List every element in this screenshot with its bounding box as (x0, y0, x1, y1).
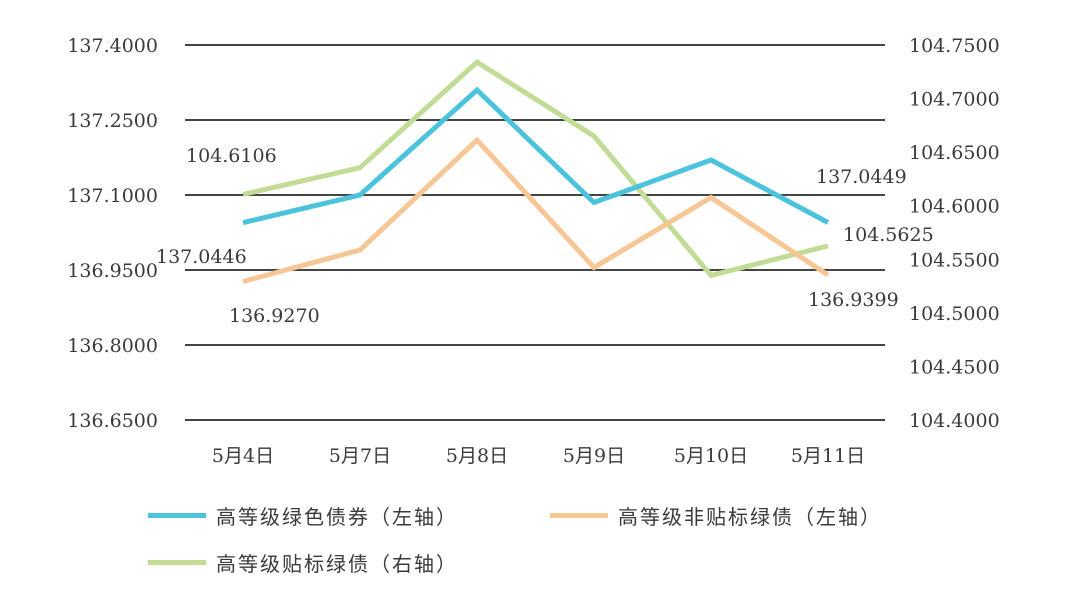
right-axis-ticks: 104.7500 104.7000 104.6500 104.6000 104.5500… (909, 35, 1000, 432)
annotation-start-right-series: 104.6106 (186, 145, 277, 167)
x-tick-label: 5月11日 (791, 445, 865, 467)
left-tick-label: 136.6500 (67, 410, 158, 432)
left-tick-label: 136.9500 (67, 260, 158, 282)
legend-swatch-blue (148, 513, 206, 518)
series-line-0 (242, 86, 830, 226)
legend-label: 高等级绿色债券（左轴） (216, 505, 458, 529)
annotation-end-left-series: 137.0449 (816, 166, 907, 188)
right-tick-label: 104.4500 (909, 356, 1000, 378)
right-tick-label: 104.7000 (909, 89, 1000, 111)
right-tick-label: 104.4000 (909, 410, 1000, 432)
series-line-1 (242, 136, 830, 284)
left-tick-label: 137.4000 (67, 35, 158, 57)
legend-item-labeled-green-bonds: 高等级贴标绿债（右轴） (148, 548, 458, 577)
annotation-start-orange-series: 136.9270 (229, 305, 320, 327)
legend-item-green-bonds: 高等级绿色债券（左轴） (148, 501, 458, 530)
left-tick-label: 136.8000 (67, 335, 158, 357)
x-tick-label: 5月9日 (563, 445, 625, 467)
series-lines (242, 58, 830, 284)
legend-item-unlabeled-green-bonds: 高等级非贴标绿债（左轴） (550, 501, 882, 530)
left-axis-ticks: 137.4000 137.2500 137.1000 136.9500 136.8000… (67, 35, 158, 432)
left-tick-label: 137.1000 (67, 185, 158, 207)
annotation-start-left-series: 137.0446 (156, 246, 247, 268)
right-tick-label: 104.5000 (909, 303, 1000, 325)
right-tick-label: 104.5500 (909, 249, 1000, 271)
gridlines (185, 44, 885, 421)
x-tick-label: 5月10日 (674, 445, 748, 467)
legend-label: 高等级贴标绿债（右轴） (216, 552, 458, 576)
right-tick-label: 104.6500 (909, 142, 1000, 164)
annotation-end-orange-series: 136.9399 (808, 289, 899, 311)
x-tick-label: 5月4日 (212, 445, 274, 467)
legend-label: 高等级非贴标绿债（左轴） (618, 505, 882, 529)
legend-swatch-orange (550, 513, 608, 518)
annotation-end-right-series: 104.5625 (843, 224, 934, 246)
left-tick-label: 137.2500 (67, 110, 158, 132)
right-tick-label: 104.7500 (909, 35, 1000, 57)
x-tick-label: 5月7日 (329, 445, 391, 467)
legend-swatch-light-green (148, 560, 206, 565)
right-tick-label: 104.6000 (909, 196, 1000, 218)
x-tick-label: 5月8日 (446, 445, 508, 467)
series-line-2 (242, 58, 829, 279)
x-axis-ticks: 5月4日 5月7日 5月8日 5月9日 5月10日 5月11日 (212, 445, 865, 467)
